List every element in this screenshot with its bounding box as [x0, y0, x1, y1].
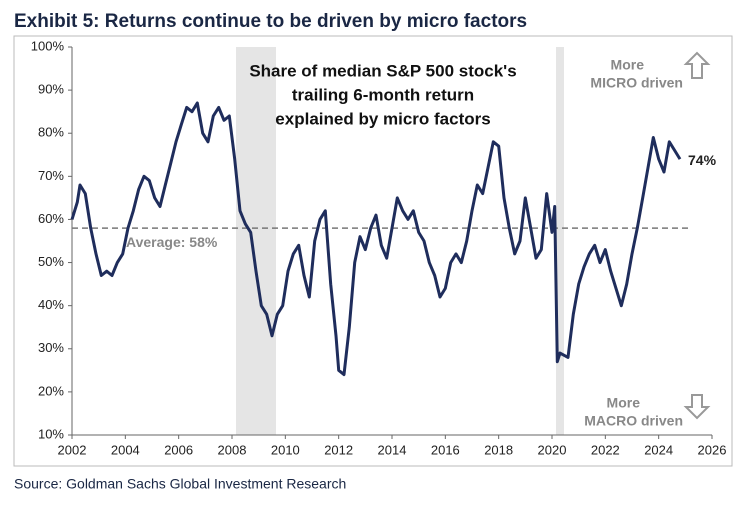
x-tick-label: 2016	[431, 442, 460, 457]
x-tick-label: 2002	[58, 442, 87, 457]
y-tick-label: 40%	[38, 297, 64, 312]
x-tick-label: 2020	[538, 442, 567, 457]
plot: 10% 20% 30% 40% 50% 60% 70% 80% 90% 100% 2002 2004 2…	[31, 38, 727, 457]
x-tick-label: 2008	[218, 442, 247, 457]
average-label: Average: 58%	[126, 234, 218, 250]
y-tick-label: 100%	[31, 38, 65, 53]
x-tick-label: 2014	[378, 442, 407, 457]
x-tick-label: 2010	[271, 442, 300, 457]
down-arrow	[683, 394, 711, 420]
macro-note: More	[607, 395, 641, 411]
macro-note: MACRO driven	[584, 413, 683, 429]
x-tick-label: 2012	[324, 442, 353, 457]
y-tick-label: 50%	[38, 254, 64, 269]
x-tick-label: 2022	[591, 442, 620, 457]
y-tick-label: 70%	[38, 168, 64, 183]
annotation: explained by micro factors	[275, 109, 490, 128]
x-tick-label: 2004	[111, 442, 140, 457]
shaded-period	[556, 47, 564, 435]
shaded-period	[236, 47, 276, 435]
y-tick-label: 20%	[38, 383, 64, 398]
y-tick-label: 60%	[38, 211, 64, 226]
y-tick-label: 30%	[38, 340, 64, 355]
x-tick-label: 2024	[644, 442, 673, 457]
micro-note: MICRO driven	[590, 75, 683, 91]
y-tick-label: 10%	[38, 426, 64, 441]
source: Source: Goldman Sachs Global Investment …	[14, 476, 346, 492]
annotation: trailing 6-month return	[292, 85, 474, 104]
annotation: Share of median S&P 500 stock's	[249, 61, 516, 80]
frame	[13, 35, 733, 467]
chart-title: Exhibit 5: Returns continue to be driven…	[14, 11, 527, 32]
up-arrow	[683, 51, 711, 79]
y-tick-label: 90%	[38, 82, 64, 97]
x-tick-label: 2006	[164, 442, 193, 457]
micro-note: More	[611, 57, 645, 73]
x-tick-label: 2026	[698, 442, 727, 457]
last-value-label: 74%	[688, 152, 717, 168]
series-line	[70, 101, 682, 377]
x-tick-label: 2018	[484, 442, 513, 457]
y-tick-label: 80%	[38, 125, 64, 140]
